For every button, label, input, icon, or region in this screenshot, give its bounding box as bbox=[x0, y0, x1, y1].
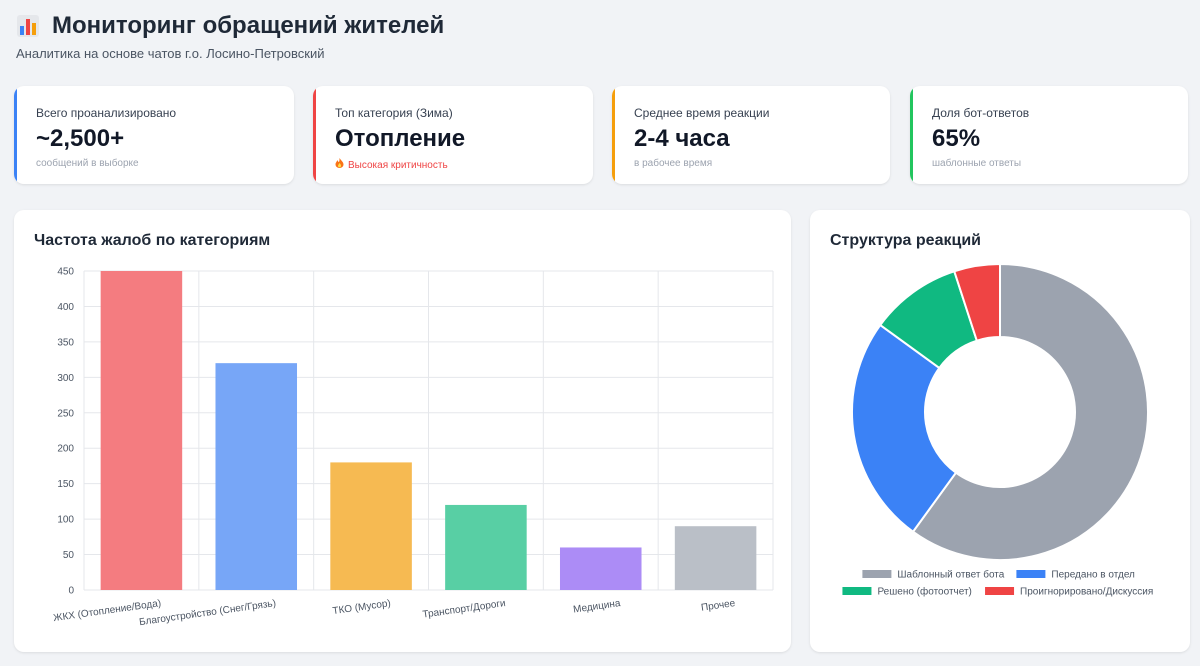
donut-chart: Шаблонный ответ бота Передано в отдел Реше… bbox=[842, 262, 1153, 598]
donut-slice[interactable] bbox=[953, 262, 1001, 342]
y-tick-label: 200 bbox=[57, 444, 74, 455]
card-label: Доля бот-ответов bbox=[932, 106, 1030, 120]
bar[interactable] bbox=[215, 363, 298, 590]
legend-swatch bbox=[842, 587, 872, 595]
bar-chart-icon bbox=[17, 15, 39, 37]
donut-slice[interactable] bbox=[911, 262, 1149, 561]
legend-swatch bbox=[985, 587, 1015, 595]
stat-card-response-time: Среднее время реакции 2-4 часа в рабочее… bbox=[612, 86, 890, 184]
card-value: 65% bbox=[932, 125, 981, 152]
x-tick-label: Прочее bbox=[700, 598, 736, 614]
y-tick-label: 250 bbox=[57, 408, 74, 419]
card-value: Отопление bbox=[335, 125, 466, 152]
bar[interactable] bbox=[100, 271, 183, 590]
y-tick-label: 450 bbox=[57, 267, 74, 278]
bar-chart-panel: Частота жалоб по категориям 0 50 100 150 200… bbox=[14, 210, 791, 652]
x-tick-label: ТКО (Мусор) bbox=[332, 598, 392, 617]
donut-chart-panel: Структура реакций Шаблонный ответ бота Пе… bbox=[810, 210, 1190, 652]
card-label: Всего проанализировано bbox=[36, 106, 177, 120]
legend-label: Шаблонный ответ бота bbox=[897, 569, 1004, 581]
stat-card-bot-share: Доля бот-ответов 65% шаблонные ответы bbox=[910, 86, 1188, 184]
x-tick-label: Медицина bbox=[572, 598, 621, 616]
stat-card-total: Всего проанализировано ~2,500+ сообщений… bbox=[14, 86, 294, 184]
x-tick-label: Транспорт/Дороги bbox=[422, 598, 506, 621]
card-note: сообщений в выборке bbox=[36, 158, 139, 169]
y-tick-label: 300 bbox=[57, 373, 74, 384]
legend-label: Проигнорировано/Дискуссия bbox=[1020, 587, 1153, 598]
y-tick-label: 0 bbox=[68, 586, 74, 597]
fire-icon bbox=[335, 158, 344, 168]
y-tick-label: 100 bbox=[57, 515, 74, 526]
page-header: Мониторинг обращений жителей Аналитика н… bbox=[16, 12, 444, 61]
y-tick-label: 400 bbox=[57, 302, 74, 313]
legend-swatch bbox=[1016, 570, 1046, 578]
y-tick-label: 350 bbox=[57, 337, 74, 348]
card-value: ~2,500+ bbox=[36, 125, 125, 152]
card-value: 2-4 часа bbox=[634, 125, 730, 152]
card-label: Топ категория (Зима) bbox=[335, 106, 453, 120]
card-note: в рабочее время bbox=[634, 158, 713, 169]
legend-label: Решено (фотоотчет) bbox=[877, 586, 971, 598]
donut-slice[interactable] bbox=[851, 323, 958, 534]
card-label: Среднее время реакции bbox=[634, 106, 770, 120]
page-subtitle: Аналитика на основе чатов г.о. Лосино-Пе… bbox=[16, 46, 325, 61]
stat-card-top-category: Топ категория (Зима) Отопление Высокая к… bbox=[313, 86, 593, 184]
card-note: шаблонные ответы bbox=[932, 158, 1022, 169]
legend-swatch bbox=[862, 570, 892, 578]
bar-chart-title: Частота жалоб по категориям bbox=[34, 232, 271, 249]
bar[interactable] bbox=[445, 504, 527, 590]
bar[interactable] bbox=[330, 462, 412, 590]
card-note-text: Высокая критичность bbox=[348, 160, 448, 171]
bar[interactable] bbox=[674, 526, 757, 590]
legend-label: Передано в отдел bbox=[1051, 570, 1135, 581]
bar[interactable] bbox=[559, 547, 642, 590]
y-tick-label: 50 bbox=[63, 550, 75, 561]
card-note: Высокая критичность bbox=[335, 158, 573, 171]
y-tick-label: 150 bbox=[57, 479, 74, 490]
page-title: Мониторинг обращений жителей bbox=[52, 12, 445, 39]
donut-chart-title: Структура реакций bbox=[830, 232, 981, 249]
